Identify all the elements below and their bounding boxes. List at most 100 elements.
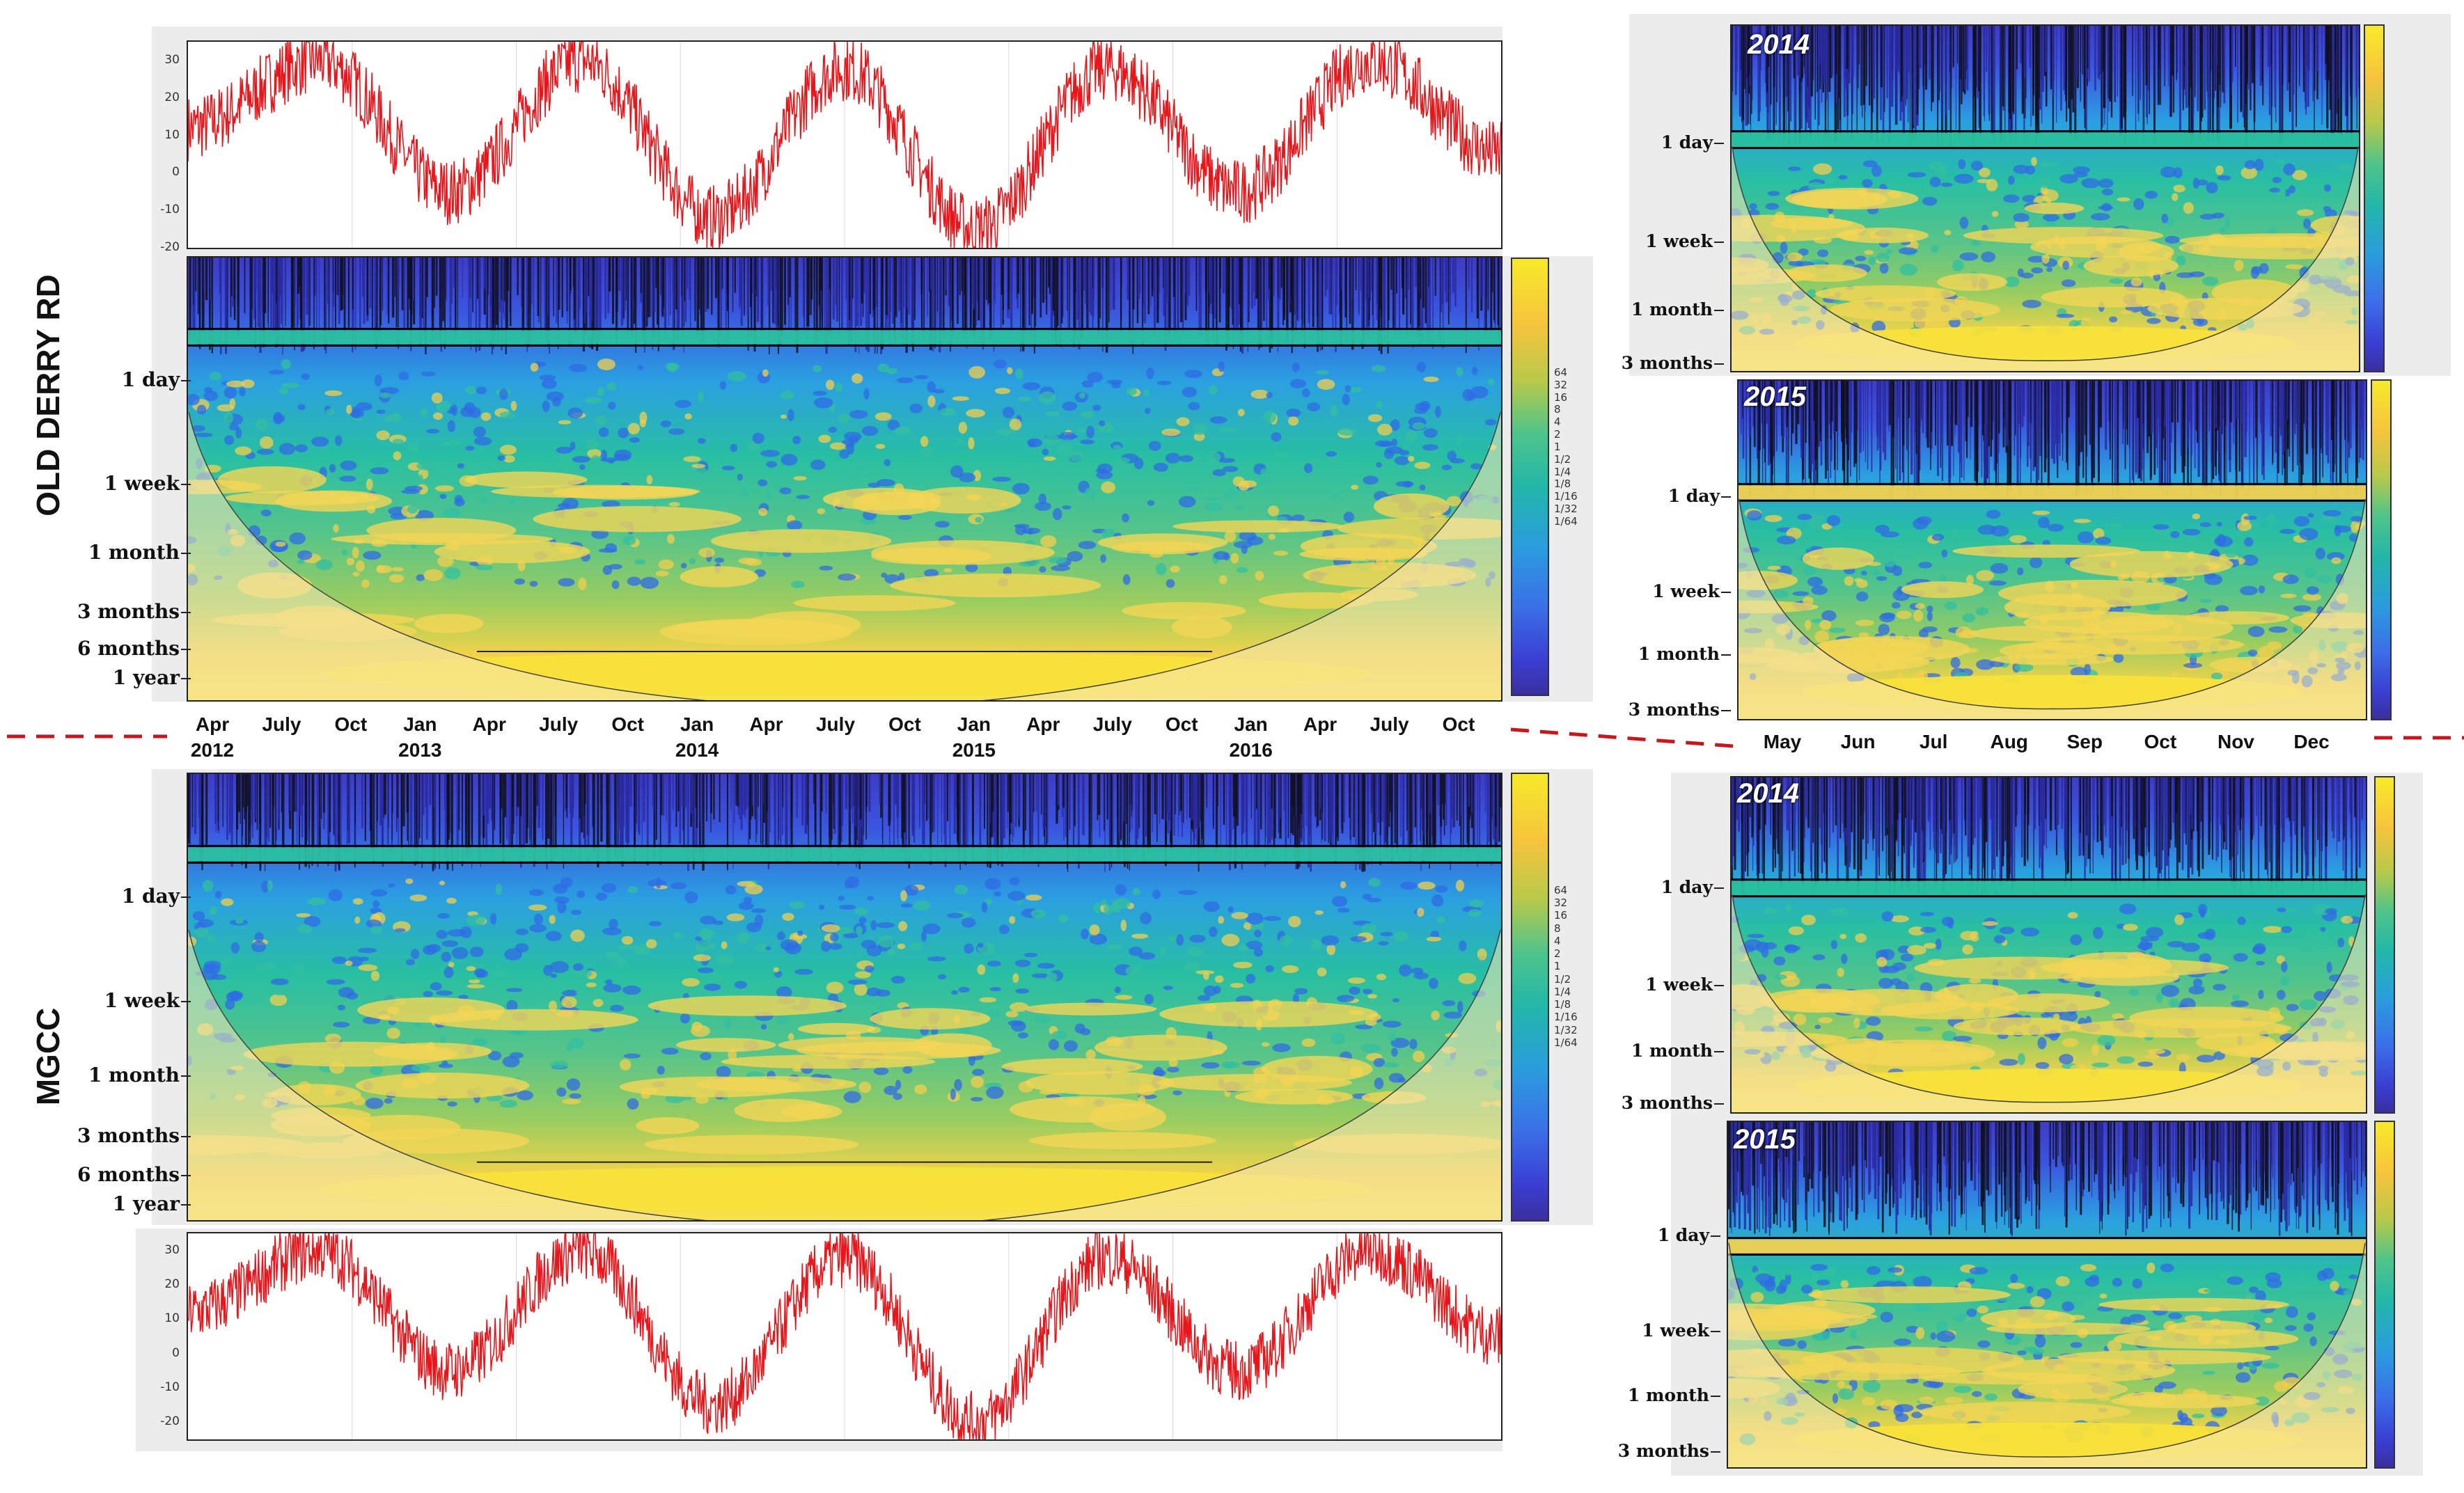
temp-ytick: 20: [164, 90, 180, 104]
ytick-mark: [1721, 496, 1731, 498]
high-frequency-spikes: [1741, 381, 2364, 499]
xtick-month: July: [1370, 713, 1409, 735]
divider-dashed-line: [7, 727, 2464, 748]
temp-line-top: [188, 42, 1501, 248]
colorbar-mgcc-2015: [2374, 1121, 2395, 1469]
small-xtick-month: May: [1763, 731, 1802, 752]
wavelet-mgcc-2015: [1727, 1121, 2367, 1469]
xtick-month: Apr: [1303, 713, 1337, 735]
low-frequency-streaks: [188, 466, 1501, 646]
colorbar-tick: 1/8: [1554, 477, 1571, 491]
year-label-mgcc-2014: 2014: [1737, 778, 1799, 809]
small-xtick-month: Dec: [2293, 731, 2330, 752]
xtick-month: Oct: [611, 713, 644, 735]
low-frequency-streaks: [1728, 1286, 2299, 1422]
xtick-year: 2014: [675, 739, 719, 761]
colorbar-tick: 16: [1554, 390, 1568, 404]
ytick-mark: [181, 896, 191, 898]
high-frequency-spikes: [188, 258, 1501, 355]
ytick-mark: [1721, 654, 1731, 656]
ytick-mark: [1714, 1051, 1724, 1052]
temp-ytick: 0: [172, 165, 180, 180]
xtick-month: Jan: [680, 713, 714, 735]
period-ytick: 6 months: [77, 1163, 180, 1187]
cone-of-influence-shade: [188, 774, 1501, 1220]
ytick-mark: [181, 484, 191, 485]
xtick-month: July: [262, 713, 301, 735]
temperature-series-line: [188, 1233, 1501, 1439]
period-ytick: 1 year: [112, 1192, 180, 1216]
colorbar-tick: 1: [1554, 960, 1561, 973]
period-ytick: 1 day: [1661, 132, 1713, 152]
temp-ytick: -10: [160, 1380, 180, 1394]
cone-of-influence-line: [188, 930, 1501, 1220]
colorbar-tick: 2: [1554, 428, 1561, 441]
wavelet-odr-2014: [1730, 24, 2360, 372]
xtick-month: Oct: [888, 713, 921, 735]
ytick-mark: [1711, 1396, 1720, 1397]
cone-of-influence-shade: [188, 258, 1501, 700]
colorbar-tick: 1: [1554, 440, 1561, 453]
one-day-band: [188, 327, 1501, 347]
ytick-mark: [181, 1136, 191, 1137]
cone-of-influence-shade: [1732, 777, 2366, 1112]
temp-ytick: 0: [172, 1345, 180, 1360]
period-ytick: 1 month: [1627, 1385, 1709, 1405]
high-frequency-spikes: [1732, 26, 2359, 146]
wavelet-spectrum-top: [187, 256, 1502, 702]
xtick-month: July: [539, 713, 579, 735]
high-frequency-spikes: [1728, 1122, 2366, 1236]
colorbar-tick: 2: [1554, 947, 1561, 961]
ytick-mark: [1714, 887, 1724, 889]
colorbar-tick: 32: [1554, 896, 1568, 909]
colorbar-tick: 1/64: [1554, 1036, 1578, 1049]
colorbar-tick: 1/4: [1554, 465, 1571, 478]
period-ytick: 1 week: [104, 989, 180, 1013]
xtick-month: Apr: [749, 713, 783, 735]
ytick-mark: [181, 1075, 191, 1077]
ytick-mark: [1721, 710, 1731, 711]
temp-ytick: -10: [160, 203, 180, 217]
high-frequency-spikes: [1732, 777, 2363, 895]
ytick-mark: [181, 1204, 191, 1206]
colorbar-tick: 1/16: [1554, 490, 1578, 503]
small-xtick-month: Aug: [1990, 731, 2028, 752]
temp-ytick: 10: [164, 127, 180, 142]
xtick-year: 2016: [1229, 739, 1273, 761]
cone-of-influence-line: [1739, 498, 2366, 710]
temp-ytick: 20: [164, 1277, 180, 1291]
period-ytick: 3 months: [1617, 1441, 1709, 1461]
temperature-series-line: [188, 42, 1501, 248]
temp-line-bottom: [188, 1233, 1501, 1439]
ytick-mark: [1721, 592, 1731, 593]
colorbar-tick: 16: [1554, 909, 1568, 922]
cone-of-influence-shade: [1728, 1122, 2366, 1467]
period-ytick: 3 months: [1621, 353, 1713, 373]
one-day-band: [1732, 130, 2359, 150]
ytick-mark: [181, 1175, 191, 1176]
period-ytick: 3 months: [77, 600, 180, 624]
period-ytick: 1 year: [112, 666, 180, 690]
wavelet-spectrum-bottom: [187, 773, 1502, 1222]
colorbar-tick: 1/8: [1554, 998, 1571, 1011]
year-label-odr-2014: 2014: [1748, 29, 1810, 60]
colorbar-top: [1511, 258, 1549, 696]
colorbar-tick: 1/32: [1554, 1023, 1578, 1036]
year-label-odr-2015: 2015: [1744, 381, 1806, 412]
ytick-mark: [1714, 1103, 1724, 1105]
colorbar-tick: 8: [1554, 922, 1561, 935]
cone-of-influence-line: [1732, 146, 2359, 361]
xtick-month: Jan: [403, 713, 437, 735]
period-ytick: 3 months: [1621, 1093, 1713, 1113]
xtick-month: July: [815, 713, 856, 735]
temp-ytick: -20: [160, 1414, 180, 1429]
cone-of-influence-line: [1732, 894, 2366, 1103]
colorbar-tick: 1/2: [1554, 972, 1571, 986]
one-day-band: [1732, 878, 2366, 898]
year-label-mgcc-2015: 2015: [1734, 1124, 1796, 1155]
ytick-mark: [1714, 143, 1724, 144]
xtick-month: Jan: [957, 713, 991, 735]
xtick-year: 2012: [190, 739, 235, 761]
wavelet-odr-2015: [1737, 379, 2367, 720]
annual-ridge: [319, 1167, 1370, 1212]
